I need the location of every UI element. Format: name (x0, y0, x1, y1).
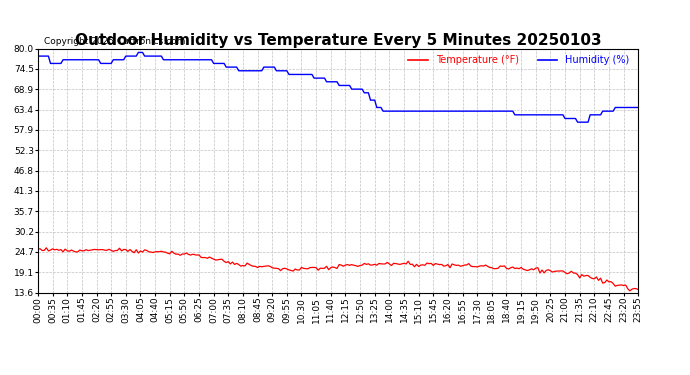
Legend: Temperature (°F), Humidity (%): Temperature (°F), Humidity (%) (404, 51, 633, 69)
Title: Outdoor Humidity vs Temperature Every 5 Minutes 20250103: Outdoor Humidity vs Temperature Every 5 … (75, 33, 602, 48)
Text: Copyright 2025 Curtronics.com: Copyright 2025 Curtronics.com (44, 38, 186, 46)
